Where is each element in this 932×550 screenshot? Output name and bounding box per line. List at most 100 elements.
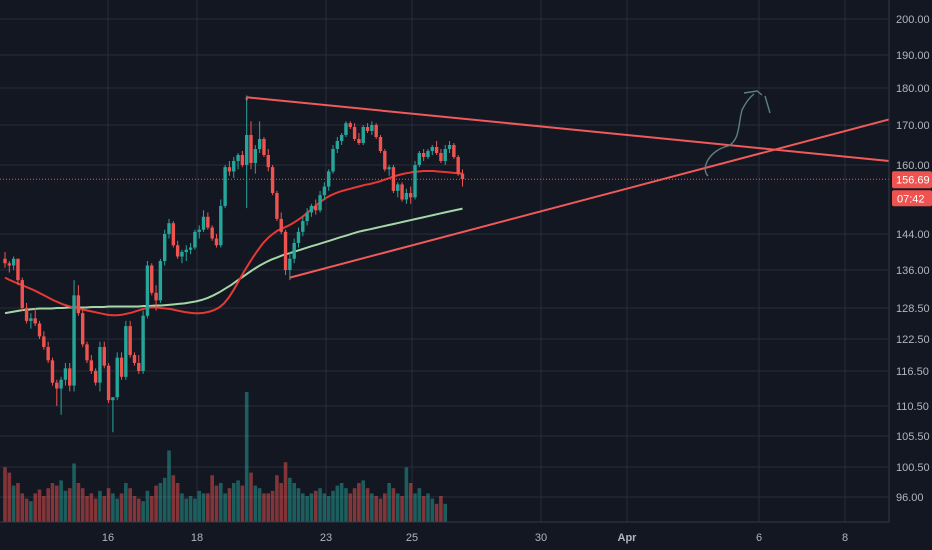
candle [447, 141, 452, 153]
candle [387, 165, 391, 176]
countdown-badge: 07:42 [892, 190, 932, 207]
candle [460, 169, 465, 187]
candle [374, 123, 378, 139]
volume-bar [85, 496, 89, 522]
time-axis[interactable] [0, 522, 889, 550]
candle [426, 149, 430, 159]
volume-bar [93, 498, 98, 522]
volume-bar [206, 493, 210, 522]
candle [288, 252, 292, 281]
candle [443, 145, 447, 165]
candle [63, 363, 68, 386]
volume-bar [400, 496, 404, 522]
volume-bar [370, 493, 374, 522]
candle [210, 225, 214, 241]
volume-bar [80, 488, 85, 522]
volume-bar [162, 477, 167, 522]
candle [344, 121, 348, 137]
volume-bar [249, 472, 253, 522]
price-axis[interactable] [889, 0, 932, 550]
candle [42, 331, 46, 350]
volume-bar [318, 488, 322, 522]
candle [327, 169, 331, 191]
volume-bar [391, 488, 396, 522]
volume-bar [11, 485, 16, 522]
candle [417, 151, 422, 168]
time-tick-label: 16 [102, 532, 114, 544]
volume-bar [348, 493, 353, 522]
price-tick-label: 160.00 [896, 160, 930, 172]
volume-bar [119, 493, 124, 522]
candle [171, 221, 176, 248]
trendlines[interactable] [245, 96, 890, 279]
volume-bar [24, 498, 29, 522]
candle [193, 229, 197, 250]
candle [236, 153, 240, 170]
time-tick-label: 23 [320, 532, 332, 544]
candle [378, 135, 383, 153]
candle [68, 363, 72, 392]
volume-bar [387, 483, 391, 522]
volume-bar [89, 493, 94, 522]
volume-bar [59, 480, 63, 522]
price-tick-label: 200.00 [896, 14, 930, 26]
volume-bar [322, 493, 327, 522]
candle [37, 320, 42, 339]
volume-bar [67, 488, 72, 522]
candle [309, 203, 314, 217]
volume-bar [46, 488, 50, 522]
volume-bar [344, 488, 348, 522]
volume-bar [132, 496, 137, 522]
volume-bar [357, 483, 361, 522]
volume-bar [29, 501, 33, 522]
candle [456, 155, 460, 176]
candle [214, 234, 219, 248]
ma-slow-line [4, 207, 463, 315]
time-tick-label: 25 [406, 532, 418, 544]
candle [434, 141, 439, 155]
volume-bar [54, 485, 59, 522]
candle [223, 165, 227, 209]
volume-bar [426, 493, 430, 522]
arrow-curve [704, 93, 755, 177]
candle [180, 249, 184, 264]
volume-bar [257, 488, 262, 522]
volume-bar [443, 503, 448, 522]
candle [361, 125, 365, 145]
candle [439, 149, 443, 163]
candle [365, 123, 370, 133]
time-tick-label: 6 [756, 532, 762, 544]
ma-fast [4, 170, 463, 317]
candle [46, 341, 50, 363]
arrow-head-tail [764, 95, 771, 114]
price-tick-label: 128.50 [896, 303, 930, 315]
candle [201, 210, 206, 232]
volume-bar [193, 498, 197, 522]
candle [296, 227, 301, 248]
price-tick-label: 100.50 [896, 462, 930, 474]
volume-bar [288, 477, 292, 522]
volume-bar [227, 488, 232, 522]
candle [145, 261, 150, 319]
volume-bar [210, 475, 214, 522]
volume-bar [124, 483, 128, 522]
candle [98, 341, 102, 392]
volume-bar [283, 462, 288, 522]
volume-bar [184, 498, 189, 522]
time-tick-label: Apr [618, 532, 638, 544]
candle [292, 238, 296, 264]
candle [452, 143, 456, 159]
svg-text:07:42: 07:42 [897, 193, 925, 205]
candle [102, 341, 106, 369]
volume-bar [214, 485, 219, 522]
candle [115, 352, 119, 401]
support-trendline [289, 118, 890, 279]
candle [421, 149, 426, 161]
candle [244, 95, 249, 209]
price-tick-label: 105.50 [896, 431, 930, 443]
volume-bar [417, 488, 422, 522]
candle [413, 161, 417, 200]
volume-bar [50, 483, 55, 522]
candle [279, 212, 283, 234]
